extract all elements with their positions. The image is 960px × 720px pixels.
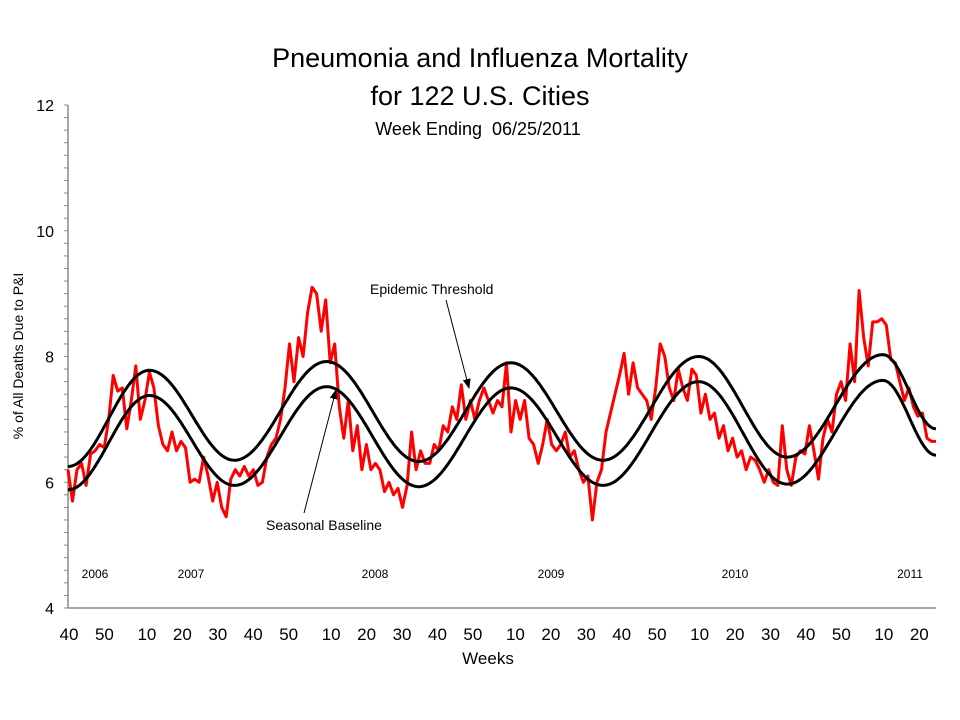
series (66, 285, 937, 522)
y-tick-label: 12 (36, 98, 54, 115)
x-tick-label: 30 (393, 625, 412, 644)
year-label: 2009 (538, 567, 565, 581)
epidemic-threshold-line (67, 353, 937, 468)
y-tick-label: 10 (36, 224, 54, 241)
x-tick-label: 10 (137, 625, 156, 644)
chart-title-line2: for 122 U.S. Cities (370, 81, 589, 111)
year-labels: 2006 2007 2008 2009 2010 2011 (82, 567, 924, 581)
year-label: 2006 (82, 567, 109, 581)
annotation-baseline-arrow (303, 389, 338, 514)
x-tick-label: 40 (60, 625, 79, 644)
x-tick-label: 10 (322, 625, 341, 644)
y-tick-label: 8 (45, 350, 54, 367)
x-tick-label: 20 (726, 625, 745, 644)
x-tick-label: 30 (761, 625, 780, 644)
axes (64, 104, 936, 609)
y-tick-label: 6 (45, 475, 54, 492)
x-tick-label: 50 (95, 625, 114, 644)
x-tick-label: 20 (541, 625, 560, 644)
annotation-threshold-label: Epidemic Threshold (370, 281, 493, 297)
y-axis-label: % of All Deaths Due to P&I (10, 273, 26, 440)
annotation-baseline: Seasonal Baseline (266, 389, 382, 533)
x-tick-label: 50 (279, 625, 298, 644)
y-tick-label: 4 (45, 601, 54, 618)
x-tick-label: 20 (357, 625, 376, 644)
year-label: 2011 (897, 567, 923, 581)
annotation-threshold-arrow (445, 299, 471, 389)
x-tick-label: 10 (874, 625, 893, 644)
y-tick-labels: 12 10 8 6 4 (36, 98, 54, 618)
x-tick-label: 20 (910, 625, 929, 644)
annotation-baseline-label: Seasonal Baseline (266, 517, 382, 533)
year-label: 2008 (362, 567, 389, 581)
chart-subtitle: Week Ending 06/25/2011 (375, 119, 581, 139)
year-label: 2007 (178, 567, 205, 581)
x-tick-label: 50 (463, 625, 482, 644)
x-tick-labels: 40 50 10 20 30 40 50 10 20 30 40 50 10 20 30 40 50 10 20 30… (60, 625, 929, 644)
chart-title-line1: Pneumonia and Influenza Mortality (272, 43, 688, 73)
x-tick-label: 20 (173, 625, 192, 644)
year-label: 2010 (722, 567, 749, 581)
annotation-threshold: Epidemic Threshold (370, 281, 493, 389)
x-tick-label: 40 (244, 625, 263, 644)
x-tick-label: 30 (208, 625, 227, 644)
x-tick-label: 40 (796, 625, 815, 644)
x-axis-label: Weeks (462, 649, 514, 668)
x-tick-label: 50 (832, 625, 851, 644)
observed-pi-line (66, 285, 936, 522)
seasonal-baseline-line (67, 378, 937, 492)
x-tick-label: 40 (428, 625, 447, 644)
x-tick-label: 10 (506, 625, 525, 644)
x-tick-label: 30 (577, 625, 596, 644)
x-tick-label: 50 (648, 625, 667, 644)
x-tick-label: 10 (690, 625, 709, 644)
x-tick-label: 40 (612, 625, 631, 644)
